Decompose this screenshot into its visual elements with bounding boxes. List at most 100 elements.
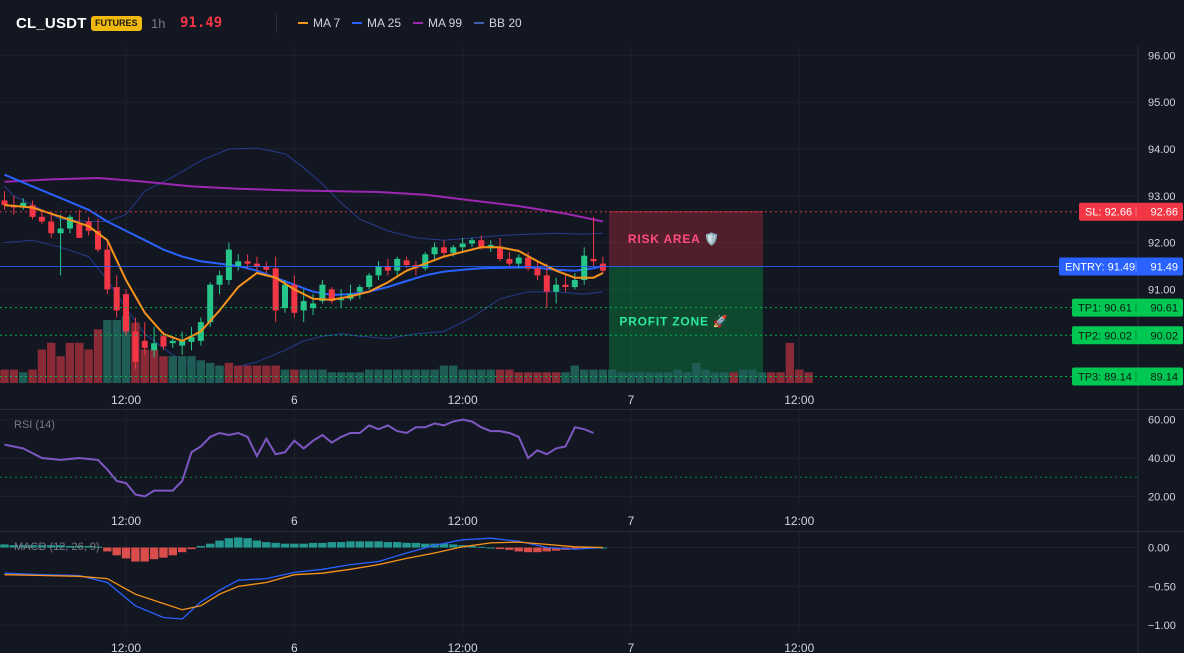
candle[interactable] <box>179 331 186 355</box>
macd-histogram-bar <box>346 541 355 548</box>
candle[interactable] <box>1 191 8 210</box>
level-tag[interactable]: TP3: 89.14 89.14 <box>1072 367 1183 386</box>
candle[interactable] <box>375 261 382 281</box>
x-axis-label: 12:00 <box>784 393 814 407</box>
candle[interactable] <box>57 214 64 276</box>
volume-bar <box>346 372 355 383</box>
candle[interactable] <box>543 263 550 309</box>
profit-zone[interactable]: PROFIT ZONE 🚀 <box>609 266 763 377</box>
legend-bb20[interactable]: BB 20 <box>474 16 522 30</box>
volume-bar <box>542 372 551 383</box>
macd-histogram-bar <box>65 545 75 548</box>
candle[interactable] <box>553 277 560 304</box>
candle[interactable] <box>272 256 279 323</box>
candle[interactable] <box>384 258 391 276</box>
candle[interactable] <box>562 275 569 292</box>
legend-ma25-swatch <box>352 22 362 24</box>
candle[interactable] <box>253 256 260 271</box>
candle[interactable] <box>263 261 270 274</box>
candle-body <box>263 265 270 270</box>
volume-bar <box>215 365 224 383</box>
candle-body <box>132 331 139 362</box>
candle[interactable] <box>431 242 438 262</box>
candle[interactable] <box>20 198 27 210</box>
candle[interactable] <box>132 317 139 369</box>
candle[interactable] <box>310 294 317 316</box>
volume-bar <box>271 365 280 383</box>
volume-bar <box>149 349 159 383</box>
legend-ma99[interactable]: MA 99 <box>413 16 462 30</box>
volume-bar <box>374 369 383 383</box>
candle-body <box>160 336 167 347</box>
macd-histogram-bar <box>336 542 346 548</box>
candle-body <box>57 228 64 234</box>
chart-header: CL_USDT FUTURES 1h 91.49 MA 7 MA 25 MA 9… <box>0 0 1184 46</box>
symbol-name[interactable]: CL_USDT <box>16 15 87 32</box>
candle-body <box>66 216 73 229</box>
candle[interactable] <box>188 326 195 351</box>
rsi-axis-tick: 40.00 <box>1148 453 1176 465</box>
candle[interactable] <box>366 273 373 290</box>
candle-body <box>291 284 298 313</box>
volume-bar <box>224 362 234 383</box>
candle[interactable] <box>487 240 494 252</box>
candle[interactable] <box>216 270 223 295</box>
candle[interactable] <box>590 216 597 266</box>
candle-body <box>366 275 373 288</box>
candle[interactable] <box>235 254 242 271</box>
candle[interactable] <box>599 256 606 274</box>
candle[interactable] <box>113 275 120 318</box>
volume-bar <box>56 356 65 383</box>
macd-histogram-bar <box>533 547 542 553</box>
volume-bar <box>505 369 514 383</box>
candle[interactable] <box>225 242 232 285</box>
candle[interactable] <box>440 240 447 257</box>
candle[interactable] <box>141 322 148 355</box>
x-axis-label: 7 <box>628 514 635 528</box>
candle-body <box>179 340 186 346</box>
legend-ma25[interactable]: MA 25 <box>352 16 401 30</box>
candle[interactable] <box>104 242 111 295</box>
candle[interactable] <box>356 284 363 299</box>
legend-ma99-label: MA 99 <box>428 16 463 30</box>
candle[interactable] <box>291 275 298 318</box>
level-tag[interactable]: SL: 92.66 92.66 <box>1079 202 1183 221</box>
macd-histogram-bar <box>271 542 280 548</box>
volume-bar <box>458 369 467 383</box>
volume-bar <box>654 372 664 383</box>
candle[interactable] <box>48 214 55 238</box>
candle-body <box>431 247 438 255</box>
candle[interactable] <box>422 251 429 271</box>
candle[interactable] <box>29 200 36 220</box>
candle[interactable] <box>469 237 475 248</box>
volume-bar <box>75 342 84 383</box>
candle[interactable] <box>571 273 578 290</box>
candle[interactable] <box>151 326 158 358</box>
candle[interactable] <box>459 237 466 252</box>
volume-bar <box>449 365 458 383</box>
level-tag[interactable]: TP2: 90.02 90.02 <box>1072 326 1183 345</box>
macd-histogram-bar <box>364 541 374 548</box>
candle-body <box>1 200 8 206</box>
candle[interactable] <box>123 289 130 337</box>
candle[interactable] <box>66 214 73 234</box>
rsi-title: RSI (14) <box>14 419 55 431</box>
candle[interactable] <box>497 237 504 262</box>
macd-histogram-bar <box>9 545 19 548</box>
volume-bar <box>84 349 93 383</box>
legend-ma7[interactable]: MA 7 <box>298 16 340 30</box>
candle-body <box>48 221 55 234</box>
candle-body <box>319 284 326 302</box>
volume-bar <box>785 342 795 383</box>
candle[interactable] <box>95 219 101 252</box>
candle[interactable] <box>207 282 214 327</box>
candle[interactable] <box>328 287 335 304</box>
level-tag[interactable]: TP1: 90.61 90.61 <box>1072 298 1183 317</box>
candle[interactable] <box>534 261 541 281</box>
candle[interactable] <box>506 251 513 266</box>
timeframe-label[interactable]: 1h <box>151 16 166 31</box>
volume-bar <box>187 356 196 383</box>
level-tag[interactable]: ENTRY: 91.49 91.49 <box>1059 257 1183 276</box>
risk-area-zone[interactable]: RISK AREA 🛡️ <box>609 211 763 267</box>
